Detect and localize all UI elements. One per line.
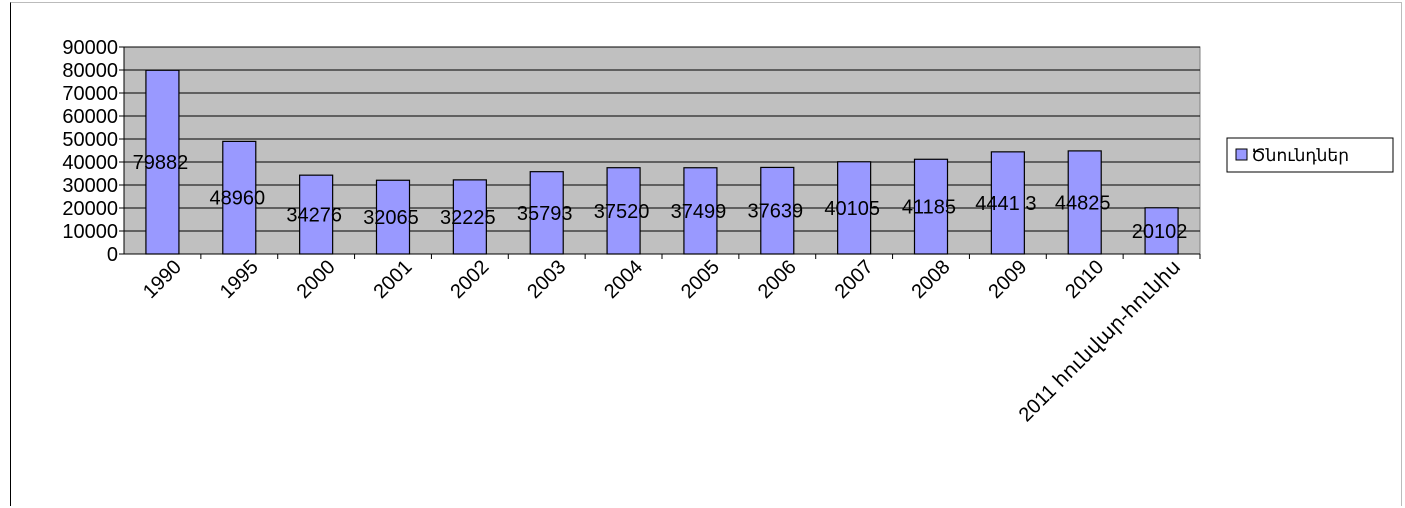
legend-swatch bbox=[1235, 148, 1248, 161]
y-tick-label: 40000 bbox=[62, 152, 118, 174]
data-label: 34276 bbox=[286, 205, 342, 227]
bar bbox=[837, 161, 872, 255]
x-tick-label: 2010 bbox=[1061, 256, 1108, 303]
bar bbox=[1144, 207, 1179, 255]
x-tick-label: 2007 bbox=[831, 256, 878, 303]
x-tick-label: 2008 bbox=[908, 256, 955, 303]
data-label: 32065 bbox=[363, 207, 419, 229]
y-tick-label: 50000 bbox=[62, 129, 118, 151]
y-tick-label: 20000 bbox=[62, 198, 118, 220]
bar bbox=[452, 179, 487, 255]
y-tick-label: 70000 bbox=[62, 83, 118, 105]
x-tick-label: 2000 bbox=[293, 256, 340, 303]
x-tick-label: 2009 bbox=[984, 256, 1031, 303]
x-tick-label: 2004 bbox=[600, 256, 647, 303]
y-tick-label: 10000 bbox=[62, 221, 118, 243]
x-tick-label: 1995 bbox=[216, 256, 263, 303]
x-tick-label: 2001 bbox=[370, 256, 417, 303]
bar bbox=[990, 151, 1025, 255]
legend-box bbox=[1226, 137, 1394, 173]
x-tick-label: 2006 bbox=[754, 256, 801, 303]
x-tick-label: 2002 bbox=[446, 256, 493, 303]
data-label: 44825 bbox=[1055, 192, 1111, 214]
y-tick-label: 90000 bbox=[62, 37, 118, 59]
data-label: 37639 bbox=[747, 201, 803, 223]
data-label: 41185 bbox=[902, 197, 956, 219]
data-label: 32225 bbox=[440, 207, 496, 229]
y-tick-label: 60000 bbox=[62, 106, 118, 128]
y-tick-label: 30000 bbox=[62, 175, 118, 197]
bar bbox=[913, 158, 949, 255]
data-label: 35793 bbox=[517, 203, 573, 225]
data-label: 4441 3 bbox=[975, 193, 1036, 215]
bar bbox=[1067, 150, 1102, 255]
x-tick-label: 2003 bbox=[523, 256, 570, 303]
data-label: 48960 bbox=[209, 188, 265, 210]
x-tick-label: 2005 bbox=[677, 256, 724, 303]
data-label: 37499 bbox=[671, 201, 727, 223]
bar bbox=[760, 166, 795, 255]
data-label: 79882 bbox=[133, 152, 189, 174]
chart-frame bbox=[10, 2, 1402, 506]
bar bbox=[606, 167, 641, 255]
bar bbox=[375, 179, 411, 255]
data-label: 40105 bbox=[824, 198, 880, 220]
data-label: 37520 bbox=[594, 201, 650, 223]
bar bbox=[222, 140, 257, 255]
y-tick-label: 0 bbox=[107, 244, 118, 266]
data-label: 20102 bbox=[1132, 221, 1188, 243]
bar bbox=[683, 167, 718, 255]
legend-label: Ծնունդներ bbox=[1251, 146, 1349, 165]
y-tick-label: 80000 bbox=[62, 60, 118, 82]
bar bbox=[529, 171, 564, 255]
x-tick-label: 1990 bbox=[139, 256, 186, 303]
bar bbox=[299, 174, 334, 255]
x-tick-label: 2011 հունվար-հունիս bbox=[1015, 256, 1185, 426]
bar bbox=[145, 69, 180, 255]
